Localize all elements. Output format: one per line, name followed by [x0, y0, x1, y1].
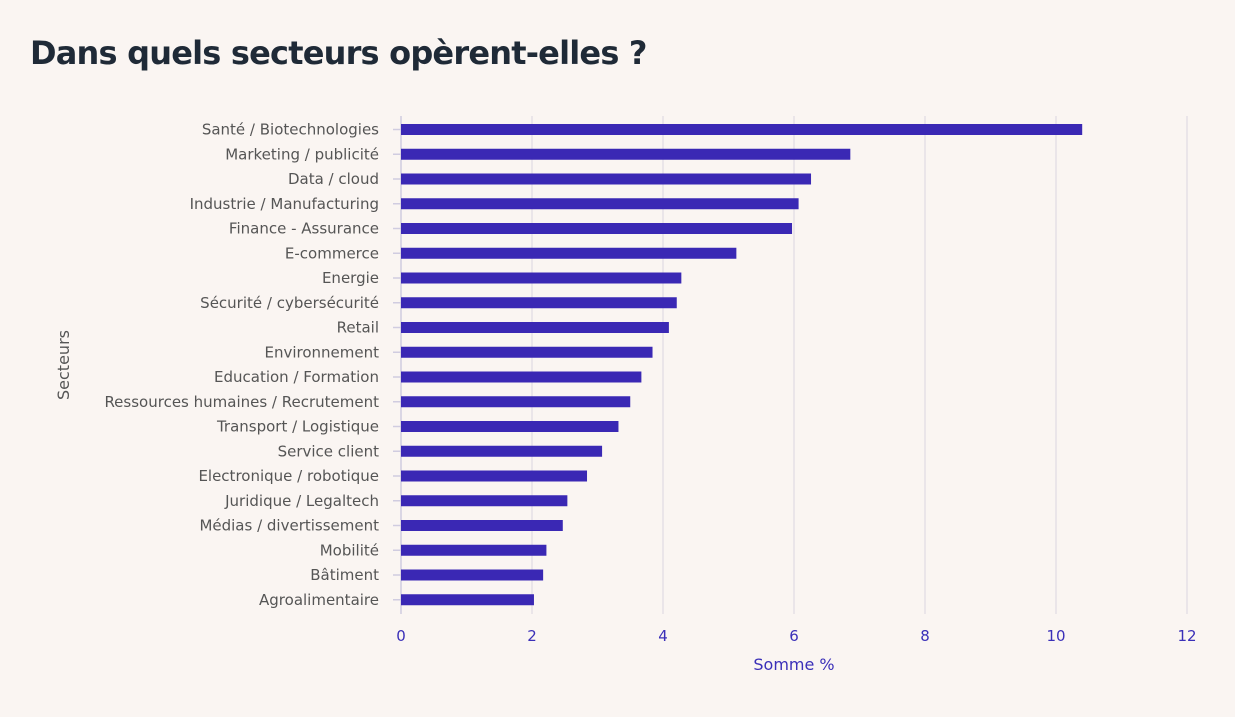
bar — [401, 223, 793, 234]
bar — [401, 495, 568, 507]
bar — [401, 346, 653, 358]
bar — [401, 569, 544, 581]
x-tick-label: 2 — [527, 627, 537, 645]
y-tick-label: E-commerce — [285, 244, 379, 262]
bar — [401, 470, 588, 482]
y-tick-label: Service client — [278, 442, 380, 460]
x-axis-label: Somme % — [753, 655, 834, 674]
x-tick-label: 12 — [1177, 627, 1196, 645]
bar — [401, 322, 669, 333]
x-tick-labels: 0 2 4 6 8 10 12 — [396, 627, 1196, 645]
bar — [401, 247, 737, 259]
y-tick-label: Data / cloud — [288, 170, 379, 188]
bar — [401, 445, 603, 457]
y-tick-label: Energie — [322, 269, 379, 287]
x-tick-label: 10 — [1046, 627, 1065, 645]
x-tick-label: 0 — [396, 627, 406, 645]
y-tick-label: Médias / divertissement — [199, 517, 379, 535]
y-tick-label: Industrie / Manufacturing — [190, 195, 379, 213]
x-tick-label: 4 — [658, 627, 668, 645]
bars — [401, 124, 1083, 606]
grid-lines — [531, 116, 1188, 614]
y-tick-label: Santé / Biotechnologies — [202, 121, 379, 139]
y-tick-label: Agroalimentaire — [259, 591, 379, 609]
y-tick-label: Retail — [337, 319, 379, 337]
bar — [401, 198, 799, 210]
bar — [401, 124, 1083, 135]
y-tick-label: Electronique / robotique — [198, 467, 379, 485]
y-tick-label: Ressources humaines / Recrutement — [104, 393, 379, 411]
y-tick-label: Finance - Assurance — [229, 220, 379, 238]
y-axis — [393, 116, 402, 614]
y-tick-label: Juridique / Legaltech — [224, 492, 379, 510]
bar — [401, 371, 642, 383]
y-tick-label: Marketing / publicité — [225, 145, 379, 163]
y-tick-label: Education / Formation — [214, 368, 379, 386]
y-tick-label: Bâtiment — [310, 566, 379, 584]
y-tick-labels: Santé / Biotechnologies Marketing / publi… — [104, 121, 379, 609]
y-tick-label: Mobilité — [320, 541, 379, 559]
bar — [401, 544, 547, 556]
bar — [401, 148, 851, 160]
x-tick-label: 6 — [789, 627, 799, 645]
bar — [401, 421, 619, 432]
x-tick-label: 8 — [920, 627, 930, 645]
y-tick-label: Environnement — [264, 343, 379, 361]
chart-title: Dans quels secteurs opèrent-elles ? — [30, 34, 647, 72]
y-tick-label: Sécurité / cybersécurité — [200, 294, 379, 312]
bar — [401, 594, 534, 606]
y-tick-label: Transport / Logistique — [216, 418, 379, 436]
bar — [401, 396, 631, 408]
bar — [401, 297, 677, 309]
bar — [401, 173, 812, 185]
bar — [401, 520, 563, 531]
y-axis-label: Secteurs — [54, 330, 73, 400]
bar — [401, 272, 682, 284]
